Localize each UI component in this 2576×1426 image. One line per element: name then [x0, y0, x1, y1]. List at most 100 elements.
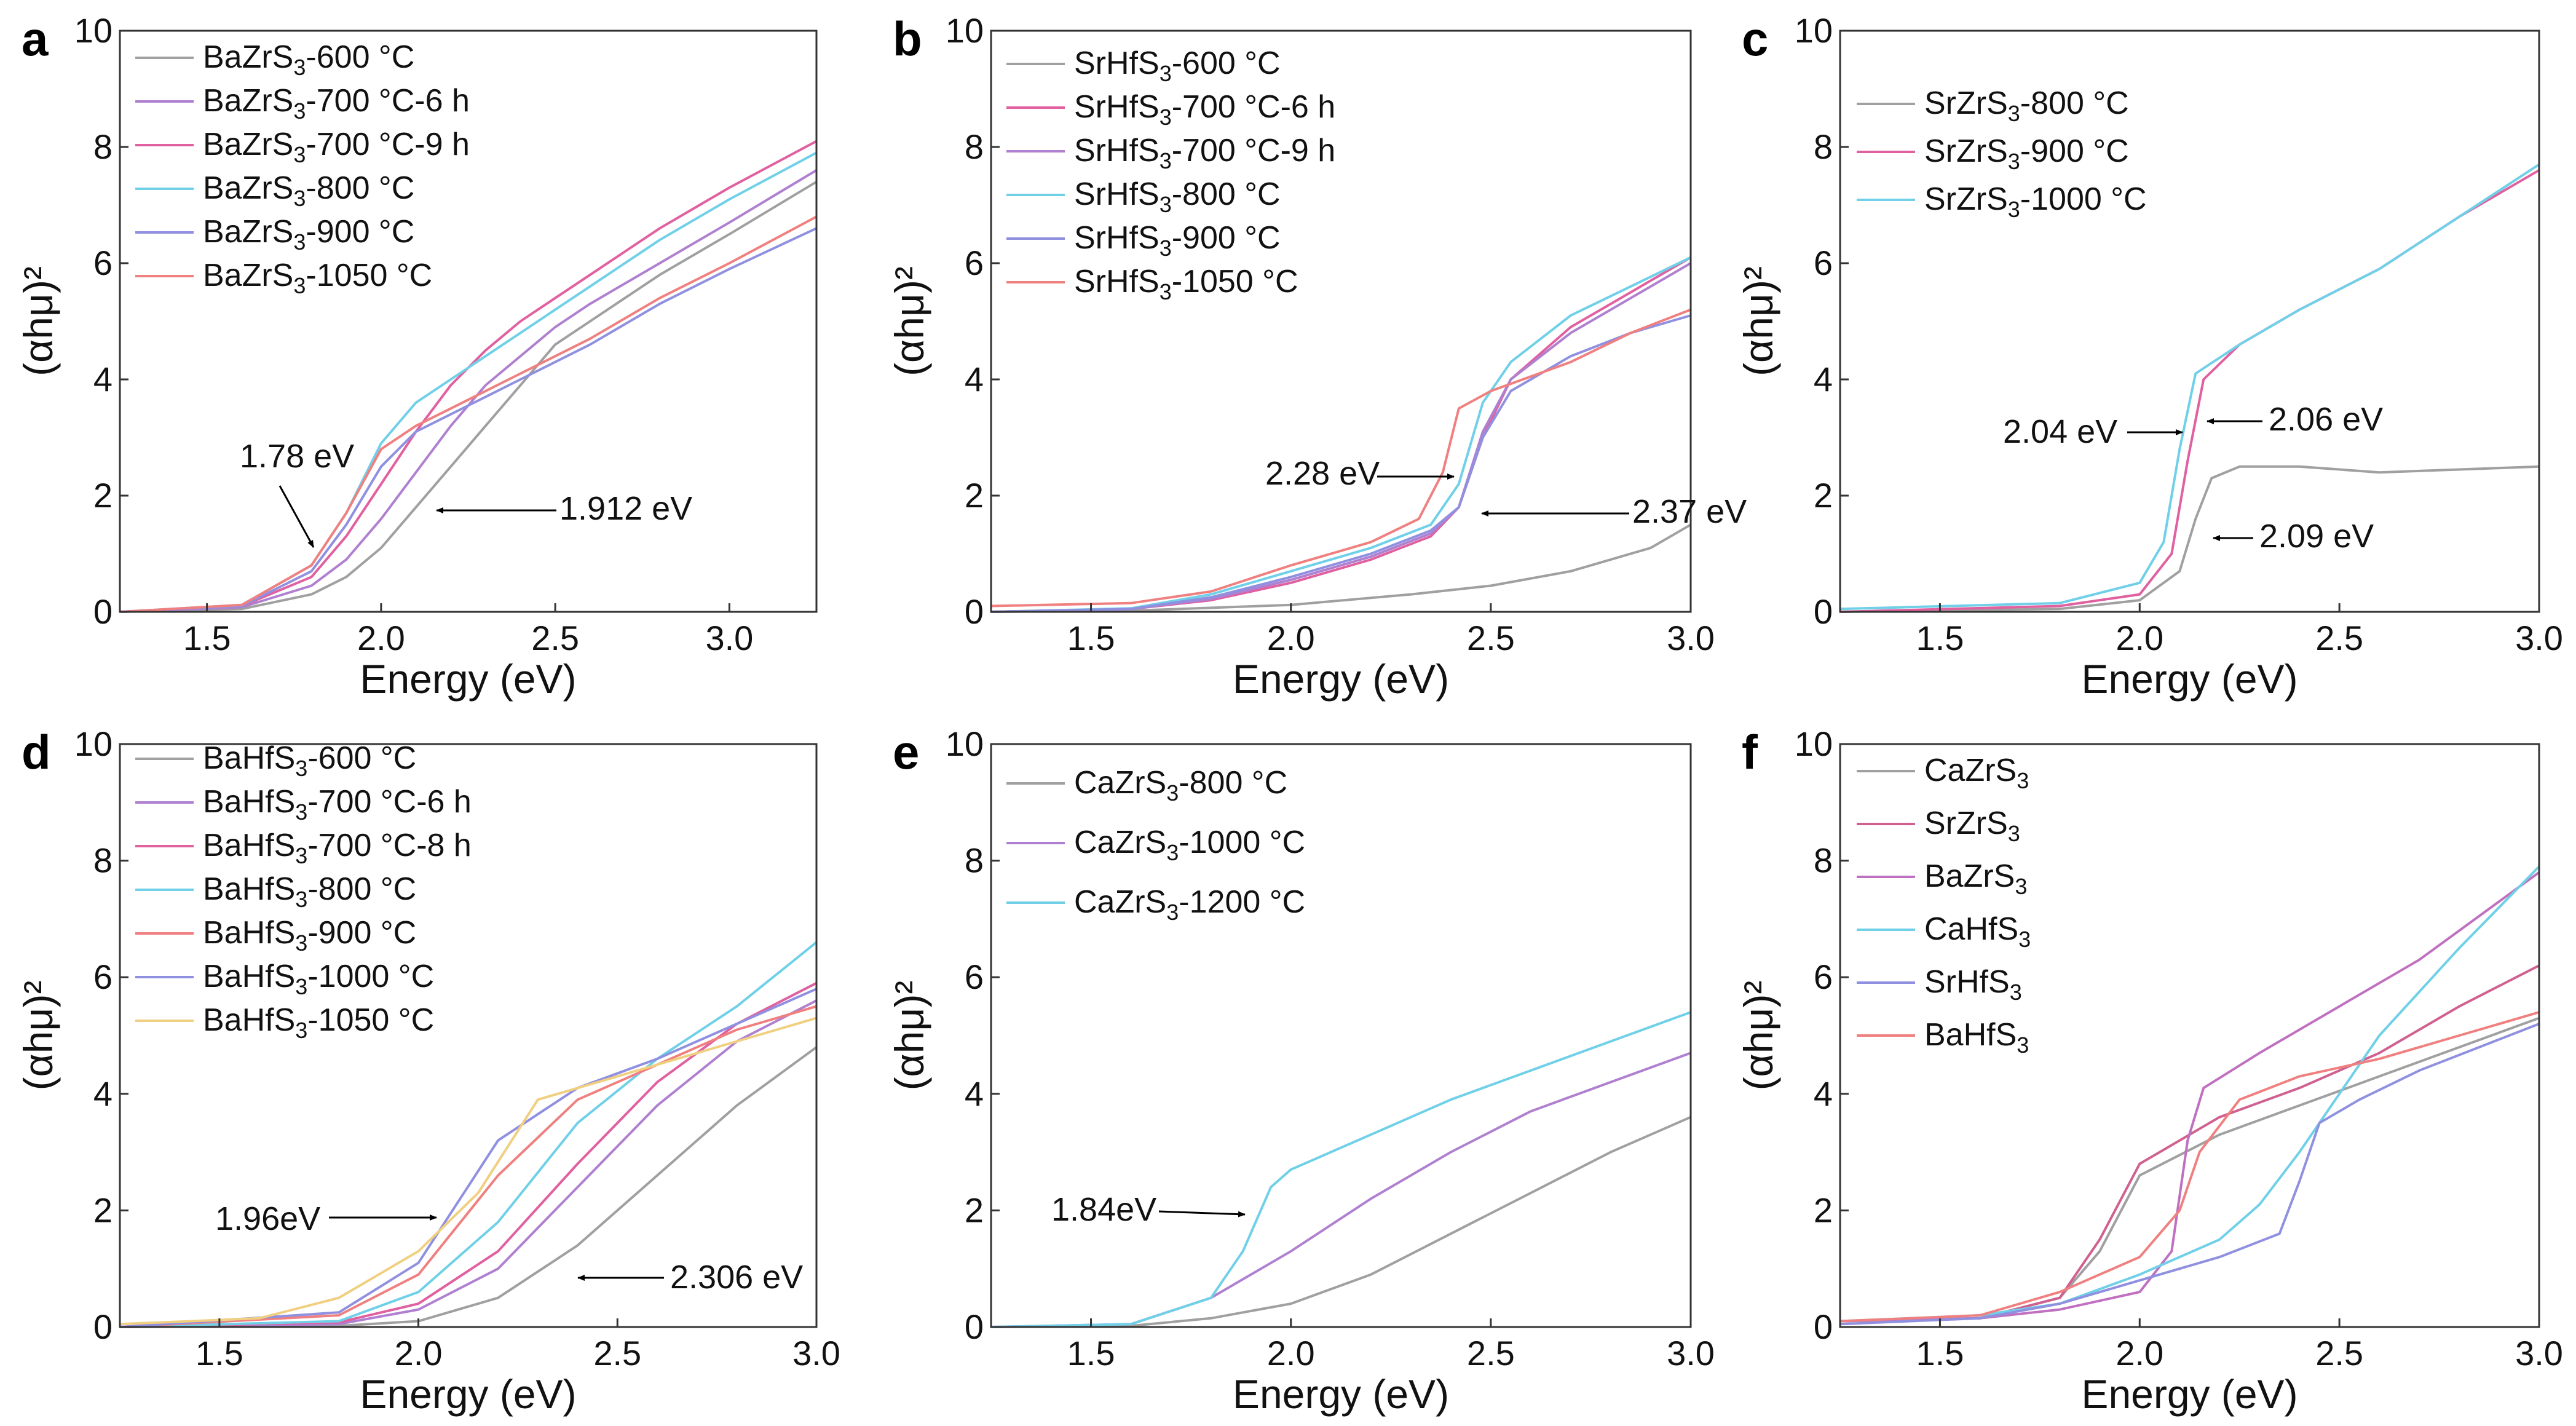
series-line-d-0	[119, 1046, 818, 1328]
legend-entry: BaZrS3	[1924, 858, 2027, 899]
y-tick-label: 8	[93, 127, 113, 166]
y-tick-label: 6	[1814, 244, 1833, 282]
y-tick-label: 0	[1814, 592, 1833, 631]
legend-entry: BaZrS3-700 °C-6 h	[203, 83, 470, 124]
series-line-f-2	[1839, 871, 2540, 1323]
legend-entry: CaZrS3-800 °C	[1074, 765, 1287, 806]
x-tick-label: 2.0	[2116, 619, 2163, 657]
series-line-d-4	[119, 1005, 817, 1328]
y-tick-label: 6	[965, 244, 984, 282]
y-tick-label: 2	[93, 1190, 113, 1229]
legend-entry: CaZrS3	[1924, 753, 2029, 793]
legend-entry: SrHfS3-800 °C	[1074, 176, 1281, 217]
y-tick-label: 0	[965, 592, 984, 631]
x-axis-label: Energy (eV)	[360, 1371, 576, 1417]
x-tick-label: 2.5	[1467, 1334, 1515, 1373]
series-line-d-6	[119, 1016, 817, 1326]
annotation-arrow	[279, 485, 315, 548]
legend-entry: BaHfS3	[1924, 1017, 2029, 1058]
legend-entry: BaZrS3-800 °C	[203, 170, 414, 211]
x-tick-label: 2.0	[2116, 1334, 2163, 1373]
y-tick-label: 10	[946, 724, 984, 763]
y-tick-label: 4	[965, 1074, 984, 1113]
panel-letter: f	[1742, 725, 1758, 779]
legend: SrZrS3-800 °C SrZrS3-900 °C SrZrS3-1000 °C	[1857, 85, 2147, 222]
y-tick-label: 4	[965, 360, 984, 398]
annotation-label: 2.09 eV	[2259, 518, 2374, 555]
x-tick-label: 2.5	[1467, 619, 1515, 657]
x-tick-label: 2.5	[593, 1334, 641, 1373]
series-line-d-3	[119, 941, 818, 1328]
x-tick-label: 2.0	[395, 1334, 443, 1373]
x-axis-label: Energy (eV)	[2081, 656, 2297, 702]
legend-entry: CaHfS3	[1924, 911, 2031, 952]
x-tick-label: 1.5	[1067, 619, 1115, 657]
panel-f: f 0 2 4 6 8 10 1.5 2.0 2.5 3.0 Energy (eV) (αhμ)² CaZ…	[1736, 724, 2563, 1417]
series-line-b-2	[990, 262, 1692, 613]
plot-frame	[119, 30, 818, 613]
series-line-b-0	[990, 523, 1692, 613]
series-line-d-2	[119, 981, 817, 1328]
legend-entry: BaZrS3-900 °C	[203, 214, 414, 255]
series-line-c-1	[1839, 169, 2540, 613]
plot-frame	[119, 743, 818, 1328]
legend-entry: SrZrS3-800 °C	[1924, 85, 2129, 126]
annotation-label: 2.306 eV	[670, 1259, 803, 1296]
y-tick-label: 0	[93, 592, 113, 631]
legend-entry: SrZrS3-1000 °C	[1924, 181, 2147, 222]
y-tick-label: 2	[93, 476, 113, 515]
series-line-a-5	[119, 215, 817, 613]
plot-frame	[990, 743, 1692, 1328]
series-line-e-2	[990, 1011, 1691, 1328]
series-line-b-5	[990, 308, 1691, 608]
y-tick-label: 10	[74, 11, 113, 50]
legend-entry: BaHfS3-700 °C-6 h	[203, 784, 472, 825]
y-tick-label: 8	[965, 841, 984, 880]
y-tick-label: 6	[965, 957, 984, 996]
series-line-a-0	[119, 180, 818, 613]
y-tick-label: 8	[93, 841, 113, 880]
annotation-arrow	[1158, 1210, 1246, 1218]
x-tick-label: 2.0	[1267, 619, 1315, 657]
y-axis-label: (αhμ)²	[1736, 266, 1781, 376]
y-tick-label: 8	[1814, 127, 1833, 166]
y-tick-label: 4	[93, 360, 113, 398]
annotation-label: 1.912 eV	[559, 490, 692, 527]
series-line-e-0	[990, 1115, 1691, 1328]
annotation-label: 1.84eV	[1051, 1191, 1156, 1228]
annotation-label: 1.78 eV	[240, 438, 354, 475]
x-tick-label: 1.5	[183, 619, 231, 657]
y-axis-label: (αhμ)²	[1736, 981, 1781, 1091]
legend-entry: SrHfS3-700 °C-9 h	[1074, 133, 1335, 173]
panel-b: b 0 2 4 6 8 10 1.5 2.0 2.5 3.0 Energy (eV) (αhμ)² SrH…	[887, 11, 1747, 702]
series-line-b-3	[990, 256, 1691, 613]
legend-entry: BaHfS3-900 °C	[203, 915, 416, 956]
legend-entry: BaHfS3-800 °C	[203, 871, 416, 912]
series-line-b-1	[990, 256, 1692, 613]
legend-entry: BaHfS3-600 °C	[203, 740, 416, 781]
x-tick-label: 2.5	[531, 619, 579, 657]
y-tick-label: 0	[93, 1307, 113, 1346]
y-tick-label: 4	[1814, 360, 1833, 398]
series-line-a-4	[119, 227, 817, 613]
legend-entry: SrHfS3-900 °C	[1074, 220, 1281, 261]
y-tick-label: 10	[74, 724, 113, 763]
y-tick-label: 2	[965, 476, 984, 515]
x-tick-label: 3.0	[792, 1334, 840, 1373]
x-tick-label: 2.5	[2315, 1334, 2363, 1373]
panel-c: c 0 2 4 6 8 10 1.5 2.0 2.5 3.0 Energy (eV) (αhμ)² SrZ…	[1736, 11, 2563, 702]
x-tick-label: 2.0	[1267, 1334, 1315, 1373]
x-tick-label: 1.5	[196, 1334, 243, 1373]
legend: CaZrS3 SrZrS3 BaZrS3 CaHfS3 SrHfS3 BaHfS3	[1857, 753, 2031, 1058]
x-tick-label: 3.0	[1667, 1334, 1715, 1373]
y-tick-label: 2	[1814, 1190, 1833, 1229]
x-axis-label: Energy (eV)	[1233, 1371, 1449, 1417]
y-tick-label: 4	[1814, 1074, 1833, 1113]
legend-entry: SrHfS3	[1924, 964, 2022, 1005]
panel-letter: d	[22, 725, 51, 779]
legend-entry: BaHfS3-1000 °C	[203, 959, 434, 999]
legend-entry: BaZrS3-1050 °C	[203, 258, 432, 298]
x-tick-label: 1.5	[1916, 1334, 1964, 1373]
y-tick-label: 10	[946, 11, 984, 50]
